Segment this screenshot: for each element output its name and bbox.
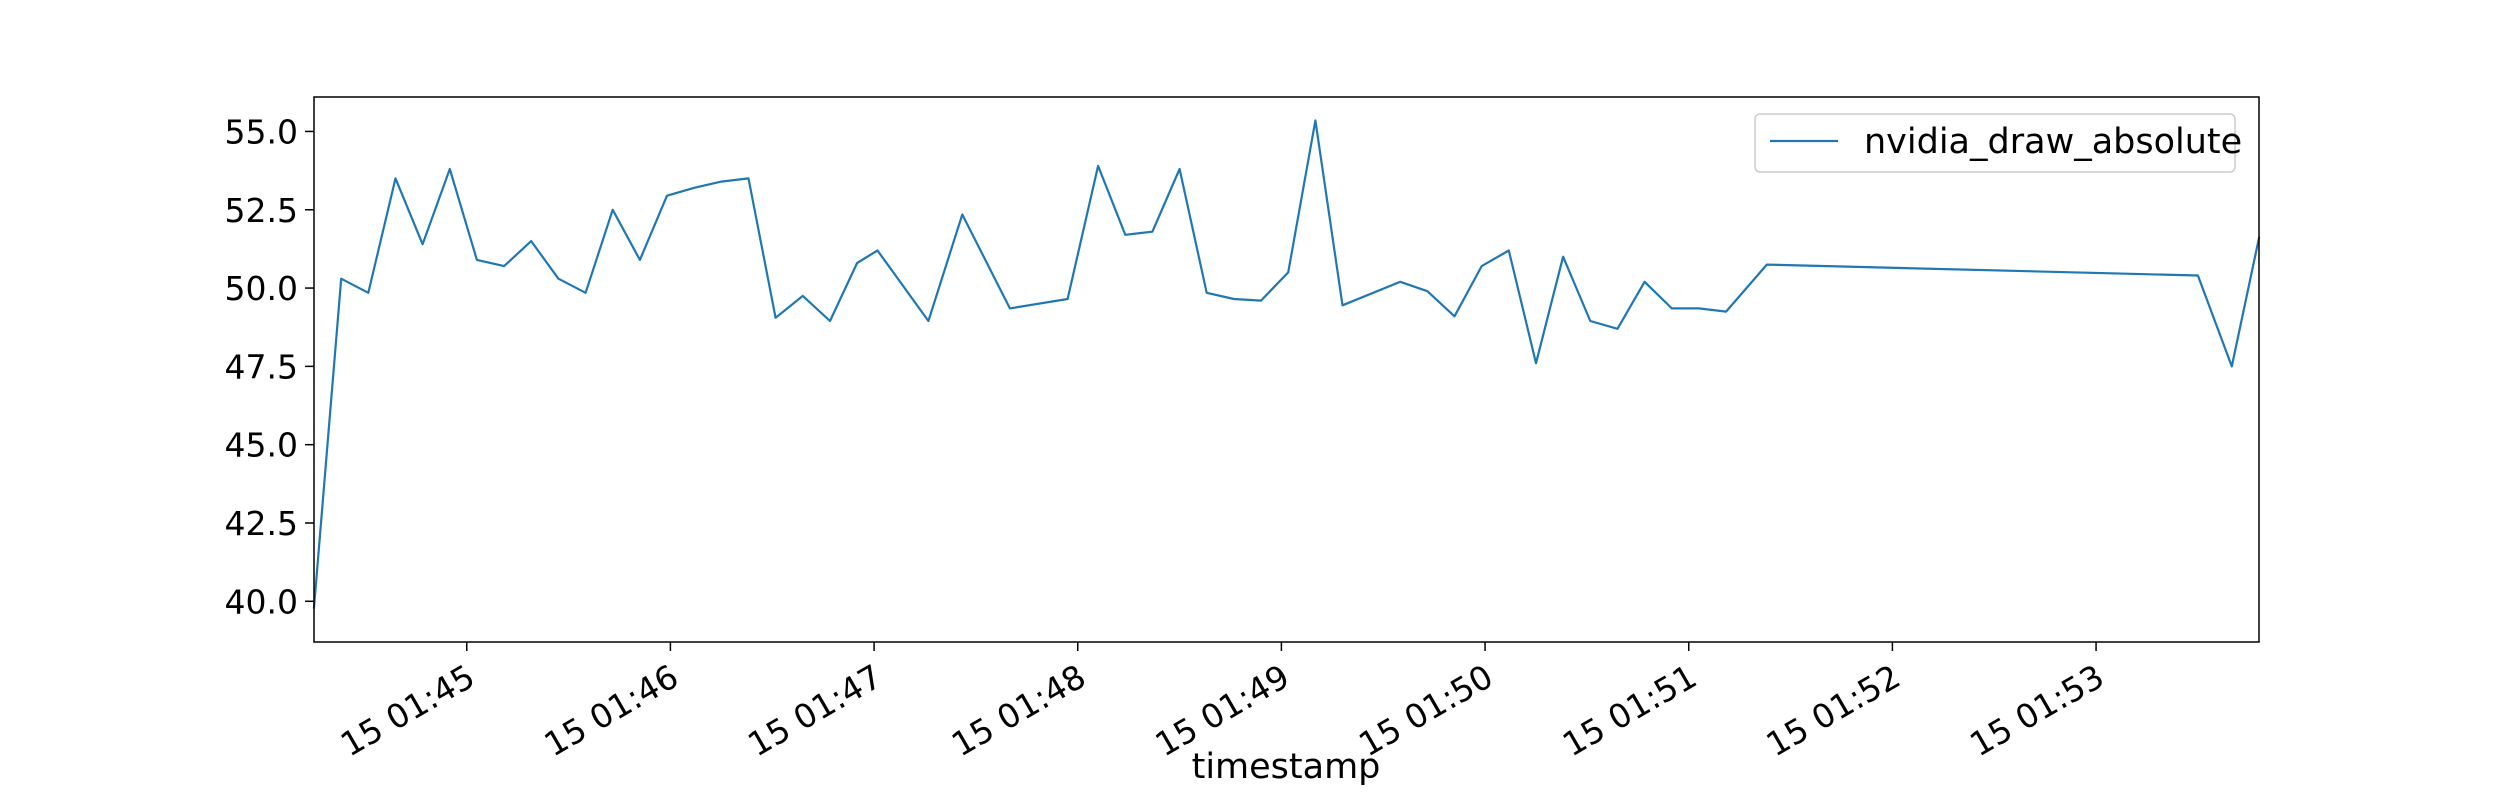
x-tick-label: 15 01:52 [1759, 657, 1906, 765]
y-tick-label: 45.0 [225, 426, 298, 465]
y-tick-label: 55.0 [225, 112, 298, 151]
x-axis-title: timestamp [1192, 747, 1381, 787]
axis-ticks: 40.0 42.5 45.0 47.5 50.0 52.5 55.0 15 01:45 15 0… [225, 112, 2111, 764]
series-layer [312, 119, 2261, 609]
legend-label: nvidia_draw_absolute [1864, 122, 2242, 162]
x-tick-label: 15 01:47 [741, 657, 888, 765]
x-tick-label: 15 01:51 [1556, 657, 1703, 765]
plot-area-frame [313, 96, 2260, 643]
y-tick-label: 50.0 [225, 269, 298, 308]
x-tick-label: 15 01:46 [537, 657, 684, 765]
x-tick-label: 15 01:48 [945, 657, 1092, 765]
x-tick-label: 15 01:45 [334, 657, 481, 765]
y-tick-label: 52.5 [225, 191, 298, 230]
y-tick-label: 40.0 [225, 582, 298, 621]
legend-box [1754, 113, 2236, 173]
y-tick-label: 42.5 [225, 504, 298, 543]
x-tick-label: 15 01:53 [1963, 657, 2110, 765]
legend: nvidia_draw_absolute [1754, 113, 2242, 173]
y-tick-label: 47.5 [225, 347, 298, 386]
series-line [312, 119, 2261, 609]
